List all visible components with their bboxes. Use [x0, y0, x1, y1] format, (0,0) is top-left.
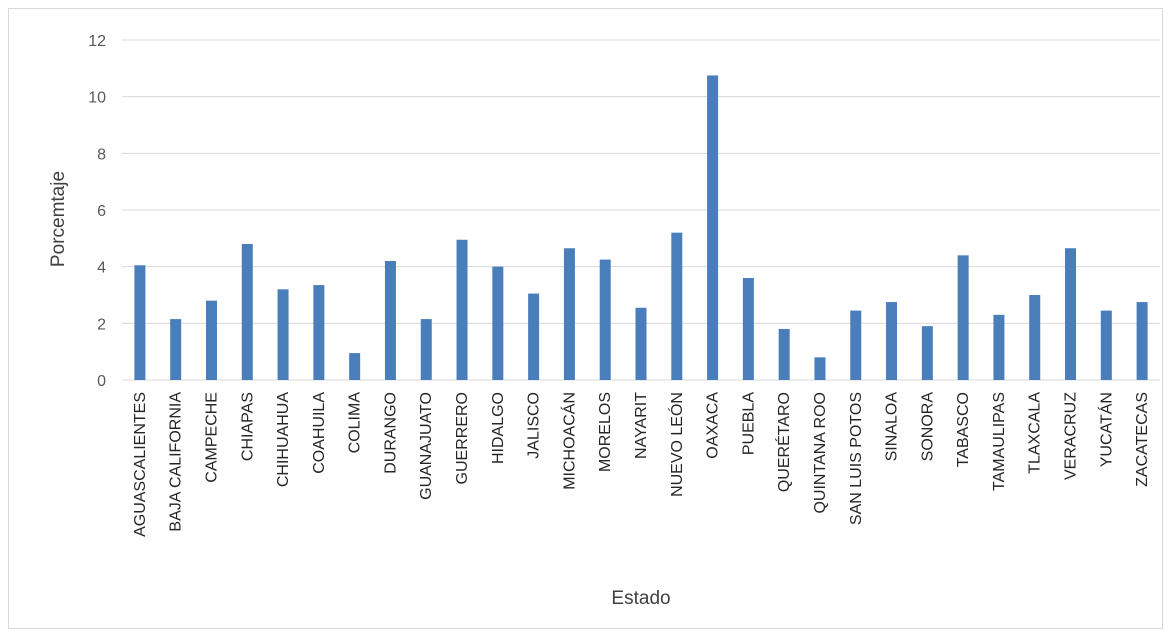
x-tick-label: GUANAJUATO [418, 392, 435, 500]
bar [205, 300, 217, 380]
bar [563, 248, 575, 380]
x-tick-label: COAHUILA [311, 392, 328, 474]
x-tick-label: SINALOA [884, 392, 901, 462]
y-tick-label: 6 [97, 203, 106, 220]
x-tick-label: MORELOS [597, 392, 614, 472]
bar [886, 302, 898, 380]
x-tick-label: NAYARIT [633, 392, 650, 459]
bar [492, 266, 504, 380]
x-tick-label: MICHOACÁN [559, 392, 578, 490]
bar [1136, 302, 1148, 380]
bar [850, 310, 862, 380]
x-tick-label: JALISCO [526, 392, 543, 459]
bar [313, 285, 325, 380]
x-axis-title: Estado [611, 588, 670, 609]
bar [170, 319, 182, 380]
bars [134, 75, 1148, 381]
bar [241, 244, 253, 380]
x-tick-label: YUCATÁN [1096, 392, 1115, 467]
y-axis-title: Porcemtaje [48, 171, 69, 267]
bar [528, 293, 540, 380]
y-tick-label: 8 [97, 146, 106, 163]
y-tick-label: 12 [88, 33, 106, 50]
x-tick-label: PUEBLA [740, 392, 757, 455]
y-tick-label: 2 [97, 316, 106, 333]
x-tick-label: OAXACA [705, 392, 722, 459]
y-tick-label: 0 [97, 373, 106, 390]
bar [1065, 248, 1077, 380]
bar [1029, 295, 1041, 380]
y-tick-labels: 0 2 4 6 8 10 12 [88, 33, 106, 390]
x-tick-label: HIDALGO [490, 392, 507, 464]
x-tick-label: SONORA [919, 392, 936, 462]
x-tick-labels: AGUASCALIENTES BAJA CALIFORNIA CAMPECHE CHI… [132, 392, 1151, 537]
x-tick-label: TAMAULIPAS [991, 392, 1008, 491]
x-tick-label: COLIMA [347, 392, 364, 454]
bar [814, 357, 826, 380]
x-tick-label: BAJA CALIFORNIA [168, 392, 185, 532]
bar [456, 239, 468, 380]
bar [134, 265, 146, 380]
x-tick-label: CHIHUAHUA [275, 392, 292, 487]
x-tick-label: NUEVO LEÓN [667, 392, 686, 497]
gridlines [122, 39, 1160, 381]
x-tick-label: ZACATECAS [1134, 392, 1151, 487]
x-tick-label: QUINTANA ROO [812, 392, 829, 514]
bar [384, 261, 396, 380]
bar [707, 75, 719, 381]
y-tick-label: 10 [88, 90, 106, 107]
x-tick-label: DURANGO [382, 392, 399, 474]
x-tick-label: CAMPECHE [203, 392, 220, 483]
bar [742, 278, 754, 380]
bar [778, 329, 790, 380]
x-tick-label: TABASCO [955, 392, 972, 467]
bar [921, 326, 933, 380]
y-tick-label: 4 [97, 260, 106, 277]
bar [420, 319, 432, 380]
bar [671, 232, 683, 380]
x-tick-label: QUERÉTARO [774, 392, 793, 492]
x-tick-label: AGUASCALIENTES [132, 392, 149, 537]
bar [599, 259, 611, 380]
chart-frame [8, 8, 1163, 629]
bar [277, 289, 289, 380]
x-tick-label: GUERRERO [454, 392, 471, 484]
x-tick-label: SAN LUIS POTOS [848, 392, 865, 525]
x-tick-label: TLAXCALA [1027, 392, 1044, 474]
bar [635, 307, 647, 380]
bar [993, 314, 1005, 380]
bar [1100, 310, 1112, 380]
bar [349, 353, 361, 380]
x-tick-label: VERACRUZ [1063, 392, 1080, 480]
bar [957, 255, 969, 380]
x-tick-label: CHIAPAS [239, 392, 256, 461]
